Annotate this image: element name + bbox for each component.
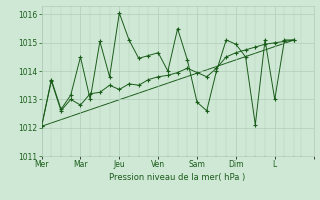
- X-axis label: Pression niveau de la mer( hPa ): Pression niveau de la mer( hPa ): [109, 173, 246, 182]
